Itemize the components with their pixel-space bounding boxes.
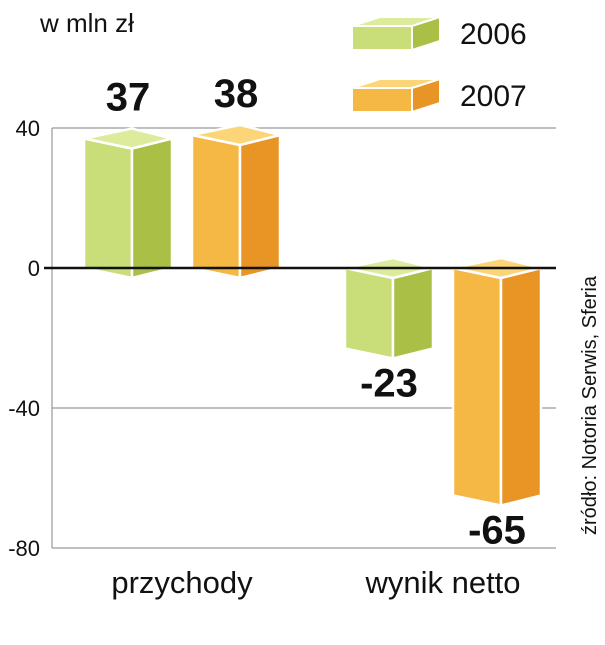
bar-front-face: [190, 133, 242, 280]
unit-label: w mln zł: [39, 8, 134, 38]
bar-2007-przychody: [190, 123, 282, 280]
legend-swatch-side: [411, 15, 441, 52]
y-tick-labels: 40 0 -40 -80: [8, 116, 40, 561]
bar-front-face: [451, 266, 503, 508]
bar-side-face: [391, 266, 435, 361]
bar-top-face: [191, 123, 281, 147]
data-label: 38: [214, 72, 259, 116]
data-label: 37: [106, 76, 151, 120]
y-tick-label: 0: [28, 256, 40, 281]
bar-2006-przychody: [82, 127, 174, 280]
category-labels: przychody wynik netto: [111, 565, 520, 600]
legend-swatch-front: [351, 87, 413, 113]
bar-front-face: [82, 136, 134, 280]
bar-front-face: [343, 266, 395, 361]
y-tick-label: 40: [16, 116, 40, 141]
legend-swatch-front: [351, 25, 413, 51]
data-label: -65: [468, 509, 526, 553]
bar-side-face: [499, 266, 543, 508]
legend-swatch-side: [411, 77, 441, 114]
source-label: źródło: Notoria Serwis, Sferia: [579, 275, 601, 535]
bar-side-face: [130, 136, 174, 280]
bar-2007-wynik-netto: [451, 256, 543, 508]
y-tick-label: -80: [8, 536, 40, 561]
legend-label: 2006: [460, 18, 527, 51]
bars: [82, 123, 543, 508]
bar-2006-wynik-netto: [343, 256, 435, 361]
data-labels: 37 38 -23 -65: [106, 72, 526, 553]
legend-item-2006: 2006: [351, 15, 527, 52]
legend-label: 2007: [460, 80, 527, 113]
bar-side-face: [238, 133, 282, 280]
category-label: przychody: [111, 565, 253, 600]
category-label: wynik netto: [364, 565, 520, 600]
bar-top-face: [83, 127, 173, 150]
data-label: -23: [360, 362, 418, 406]
y-tick-label: -40: [8, 396, 40, 421]
legend: 2006 2007: [351, 15, 527, 114]
legend-item-2007: 2007: [351, 77, 527, 114]
